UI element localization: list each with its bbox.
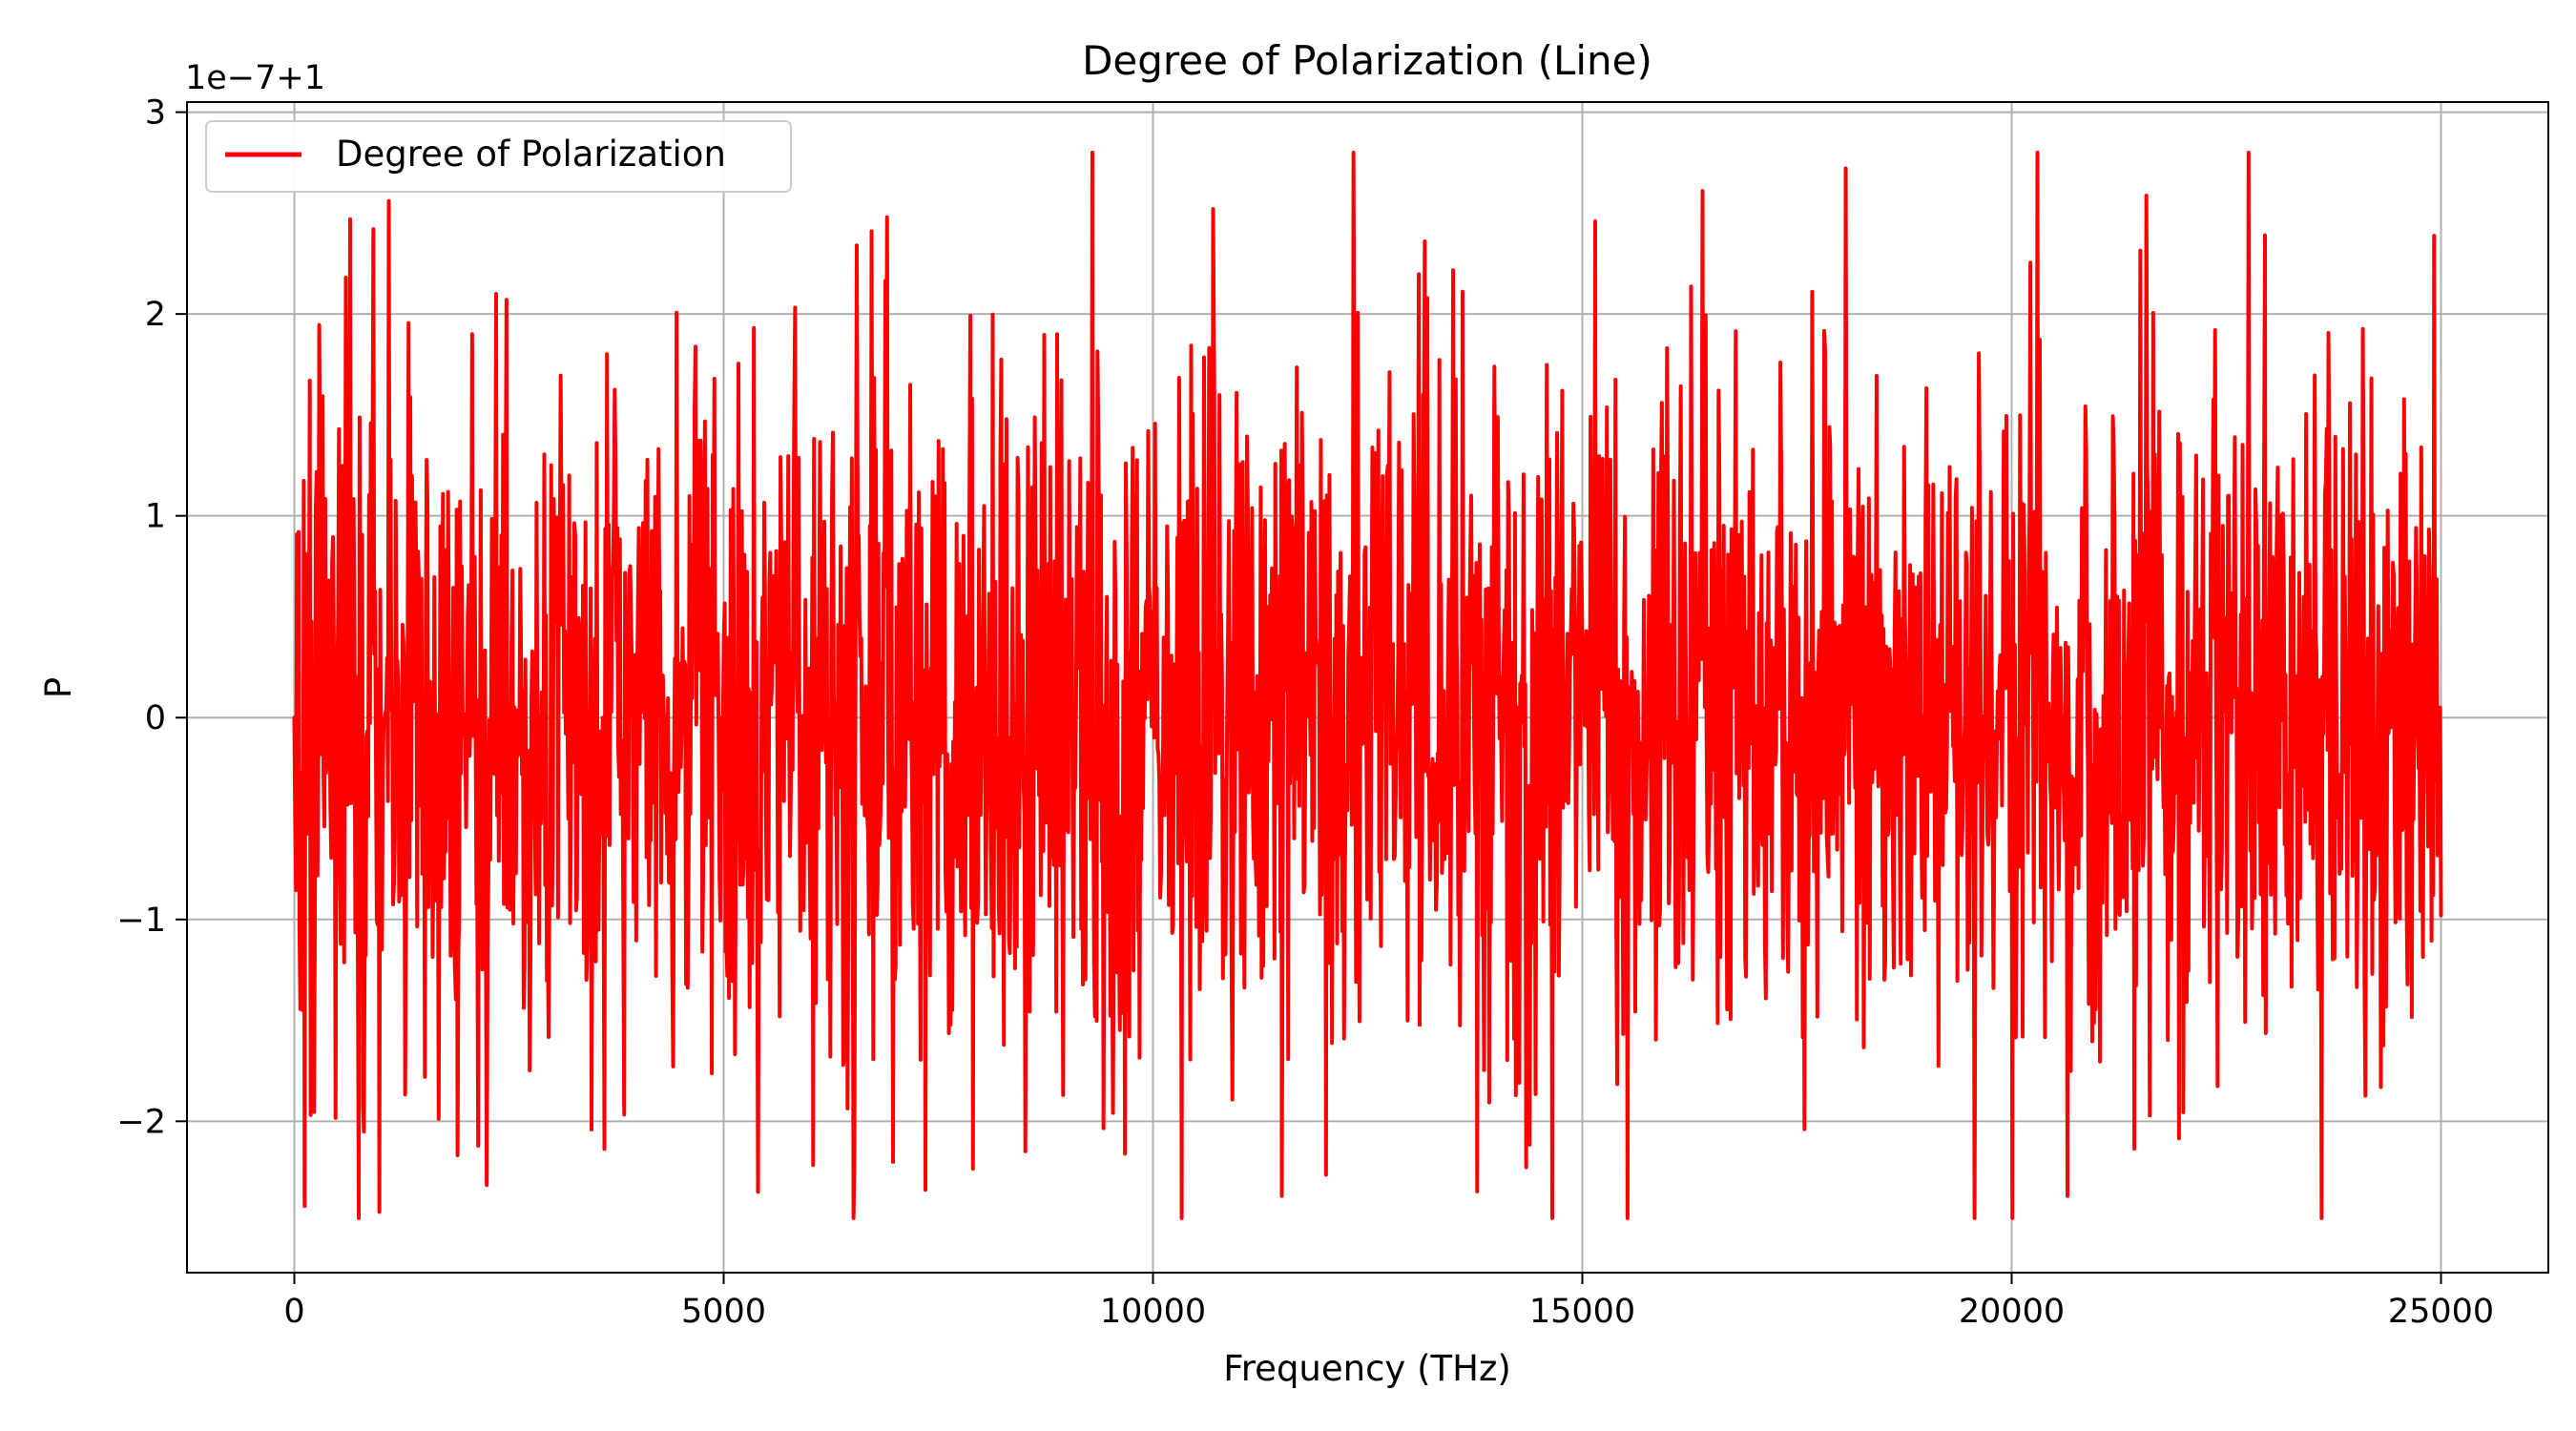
x-tick-label: 20000 bbox=[1959, 1293, 2065, 1331]
x-axis-label: Frequency (THz) bbox=[1223, 1348, 1511, 1389]
y-tick-label: 1 bbox=[145, 498, 166, 536]
y-offset-label: 1e−7+1 bbox=[185, 59, 325, 97]
chart-title: Degree of Polarization (Line) bbox=[1082, 37, 1652, 84]
x-tick-label: 0 bbox=[283, 1293, 304, 1331]
legend-box bbox=[205, 120, 792, 193]
y-tick-label: 2 bbox=[145, 296, 166, 334]
y-tick-label: −1 bbox=[116, 902, 166, 940]
legend-label: Degree of Polarization bbox=[336, 134, 726, 175]
y-tick-label: 3 bbox=[145, 94, 166, 133]
legend: Degree of Polarization bbox=[205, 120, 792, 193]
y-tick-label: −2 bbox=[116, 1103, 166, 1141]
series-line-degree-of-polarization bbox=[292, 150, 2443, 1220]
y-axis-label: P bbox=[38, 677, 79, 698]
y-ticks-layer: −2 −1 0 1 2 3 bbox=[116, 94, 187, 1141]
x-tick-label: 25000 bbox=[2388, 1293, 2494, 1331]
x-tick-label: 15000 bbox=[1529, 1293, 1635, 1331]
y-tick-label: 0 bbox=[145, 699, 166, 737]
x-tick-label: 5000 bbox=[681, 1293, 766, 1331]
series-layer bbox=[292, 150, 2443, 1220]
x-ticks-layer: 0 5000 10000 15000 20000 25000 bbox=[283, 1273, 2494, 1331]
plot-frame bbox=[186, 101, 2549, 1274]
x-tick-label: 10000 bbox=[1100, 1293, 1206, 1331]
